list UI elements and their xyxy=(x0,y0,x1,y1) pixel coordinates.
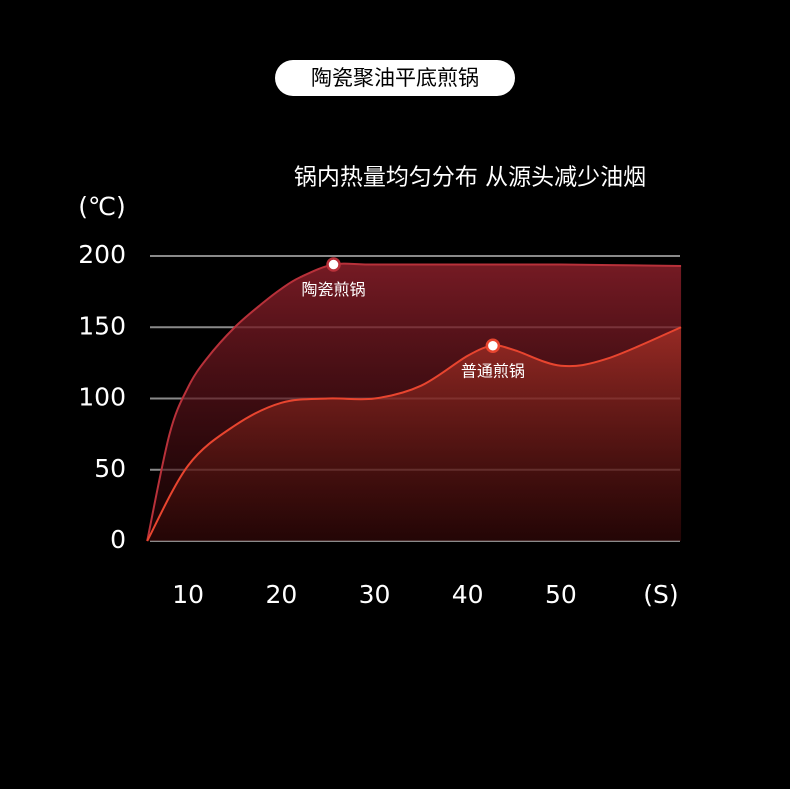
y-tick-label: 200 xyxy=(78,240,126,269)
x-axis-label: (S) xyxy=(643,580,678,609)
series-area xyxy=(147,327,682,541)
y-axis-label: (℃) xyxy=(78,192,126,221)
x-tick-label: 30 xyxy=(359,580,391,609)
series-line xyxy=(146,326,682,542)
legend-label: 陶瓷煎锅 xyxy=(302,280,366,299)
x-tick-label: 10 xyxy=(172,580,204,609)
y-tick-label: 0 xyxy=(110,525,126,554)
series-line xyxy=(146,262,682,542)
x-tick-label: 50 xyxy=(545,580,577,609)
badge-bg xyxy=(275,60,515,96)
badge: 陶瓷聚油平底煎锅 xyxy=(311,66,479,90)
chart-title: 锅内热量均匀分布 从源头减少油烟 xyxy=(294,165,646,191)
x-tick-label: 20 xyxy=(265,580,297,609)
y-tick-label: 50 xyxy=(94,454,126,483)
marker xyxy=(485,338,501,354)
legend-label: 普通煎锅 xyxy=(461,361,525,380)
y-tick-label: 100 xyxy=(78,383,126,412)
x-tick-label: 40 xyxy=(452,580,484,609)
marker xyxy=(326,257,341,272)
y-tick-label: 150 xyxy=(78,311,126,340)
